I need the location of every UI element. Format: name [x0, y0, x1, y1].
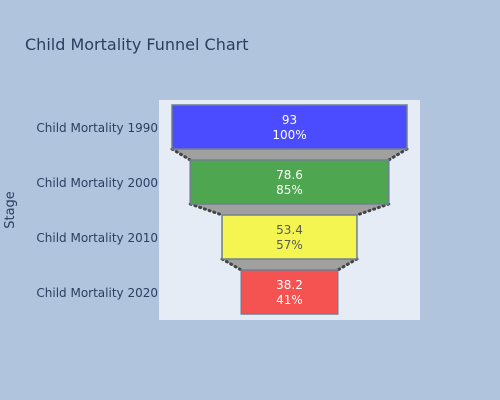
- connector-edge: [355, 202, 391, 217]
- bar-percent-label: 85%: [276, 183, 303, 197]
- bar-value-label: 53.4: [276, 223, 303, 237]
- bar-value-label: 93: [282, 113, 297, 127]
- funnel-connectors: [170, 147, 409, 272]
- funnel-connector: [222, 259, 357, 270]
- connector-edge: [336, 257, 359, 272]
- connector-edge: [387, 147, 409, 162]
- category-tick-label: Child Mortality 1990: [36, 121, 158, 135]
- funnel-bar: [171, 104, 408, 150]
- bar-percent-label: 41%: [276, 293, 303, 307]
- bar-value-label: 78.6: [276, 168, 303, 182]
- category-labels: Child Mortality 1990 Child Mortality 2000…: [36, 121, 158, 300]
- category-tick-label: Child Mortality 2010: [36, 231, 158, 245]
- funnel-connector: [190, 204, 389, 215]
- connector-edge: [170, 147, 192, 162]
- funnel-connector: [172, 149, 407, 160]
- y-axis-title: Stage: [3, 191, 18, 229]
- bar-value-label: 38.2: [276, 278, 303, 292]
- connector-edge: [188, 202, 224, 217]
- category-tick-label: Child Mortality 2020: [36, 286, 158, 300]
- funnel-bar: [189, 159, 390, 205]
- category-tick-label: Child Mortality 2000: [36, 176, 158, 190]
- connector-edge: [220, 257, 243, 272]
- funnel-bar: [221, 214, 358, 260]
- chart-title: Child Mortality Funnel Chart: [25, 35, 249, 54]
- funnel-bar: [240, 269, 339, 315]
- bar-percent-label: 57%: [276, 238, 303, 252]
- bar-percent-label: 100%: [272, 128, 306, 142]
